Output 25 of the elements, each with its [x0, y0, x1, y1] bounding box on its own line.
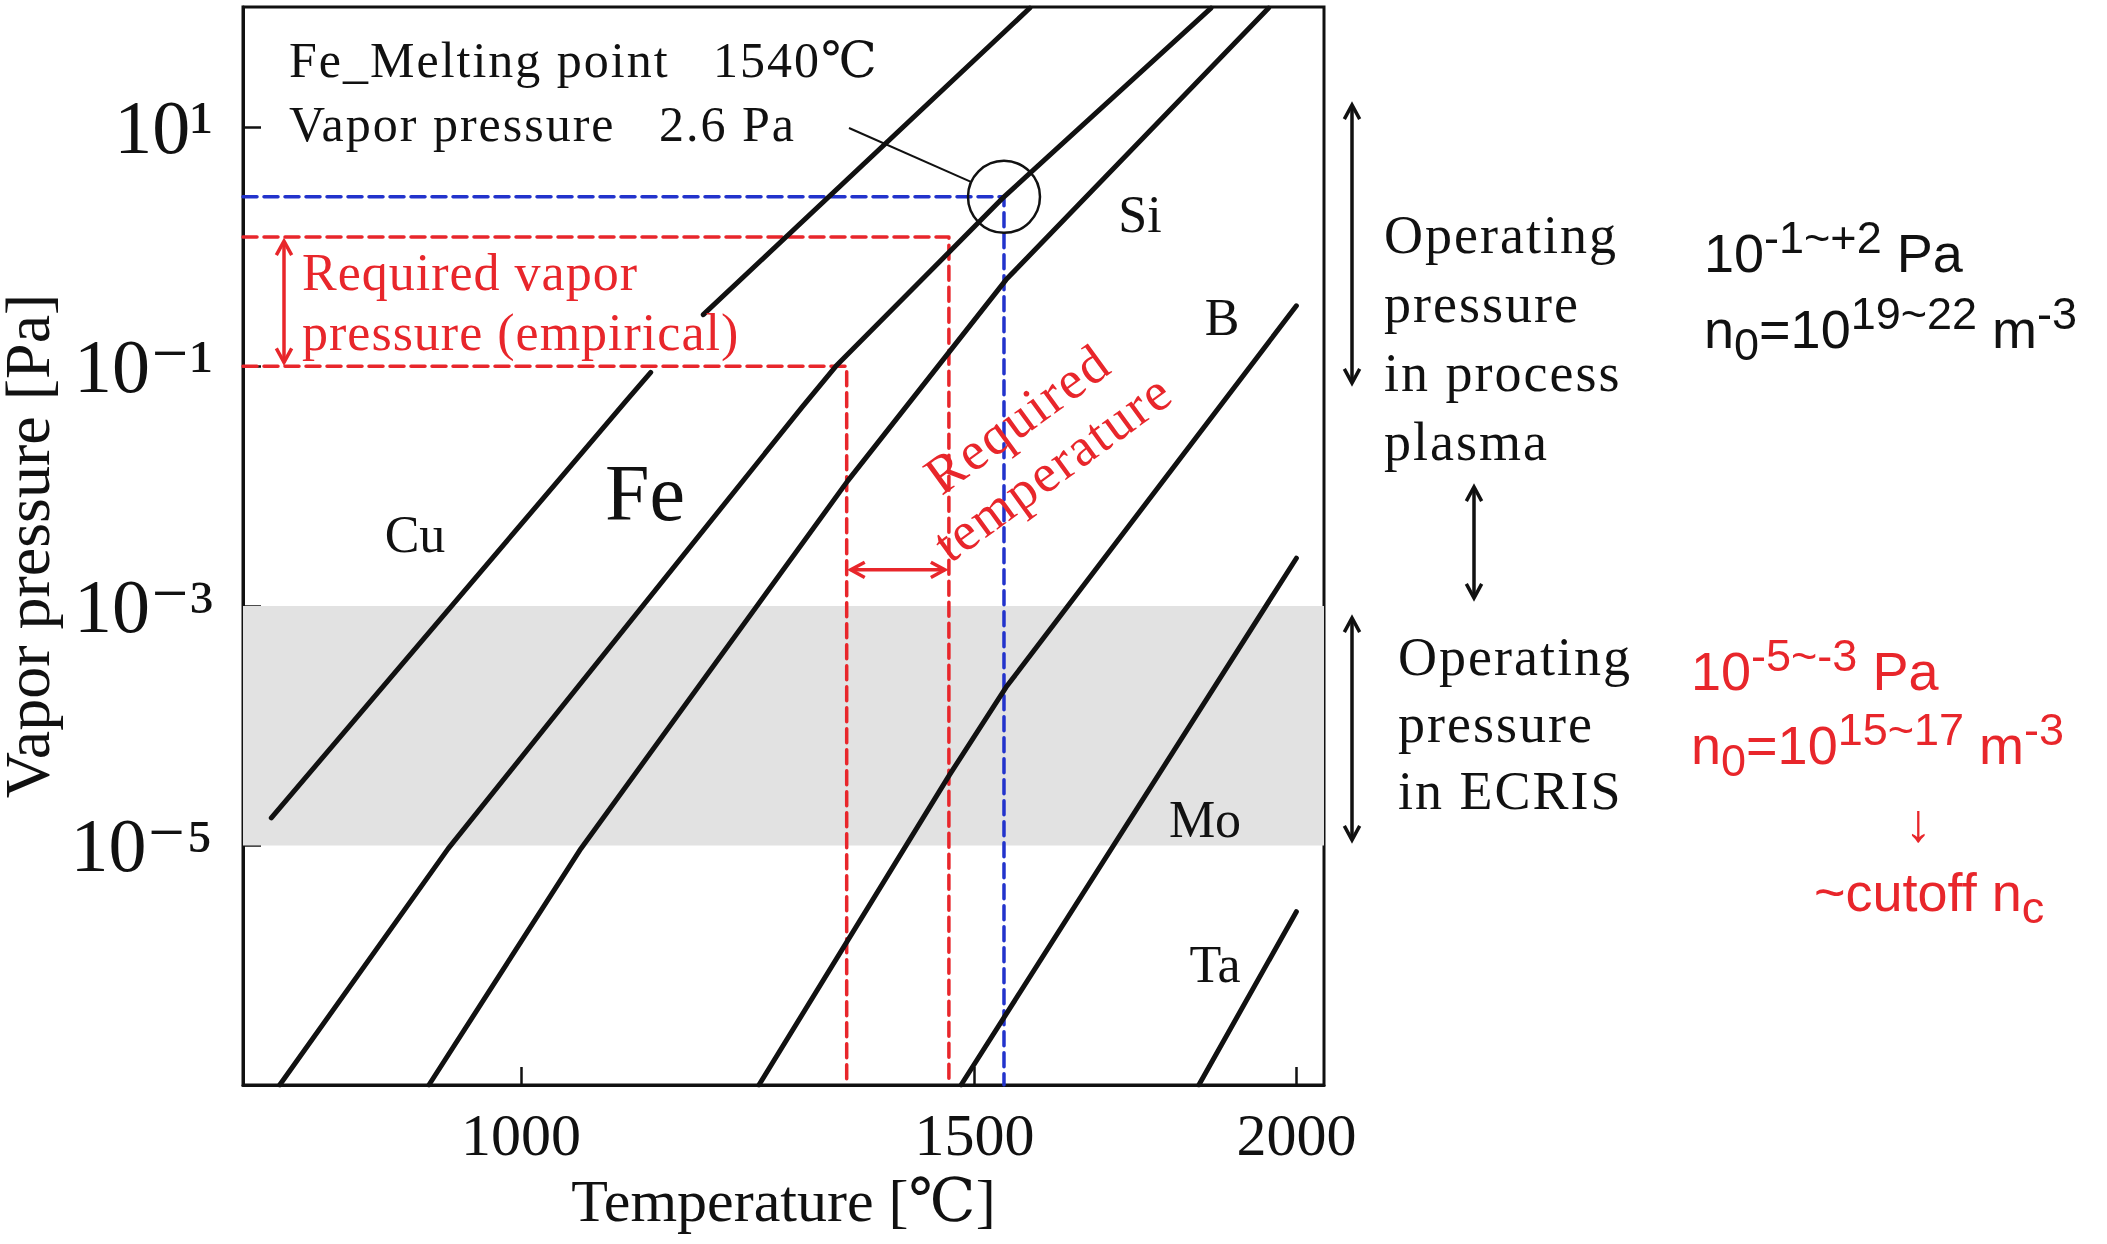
series-label: Fe [605, 449, 685, 537]
legend-label: Si [1118, 186, 1162, 243]
text: Operating pressure in process plasma [1384, 204, 1622, 474]
text: ↓ [1905, 792, 1932, 852]
y-tick-label: 10⁻⁵ [70, 803, 213, 888]
x-tick-label: 2000 [1236, 1102, 1357, 1168]
text: Operating pressure in ECRIS [1398, 626, 1632, 823]
y-tick-label: 10⁻³ [74, 563, 213, 648]
text: n$_{0}$=10$^{15~17}$ m$^{-3}$ [1691, 703, 2065, 788]
series-label: B [1204, 289, 1240, 346]
series-label: Mo [1168, 791, 1242, 848]
text: n$_{0}$=10$^{19~22}$ m$^{-3}$ [1704, 287, 2078, 372]
x-tick-label: 1000 [460, 1102, 581, 1168]
y-tick-label: 10¹ [114, 84, 213, 169]
text: ~cutoff n$_{c}$ [1814, 862, 2045, 935]
y-axis-title: Vapor pressure [Pa] [0, 293, 63, 799]
series-label: Cu [384, 506, 446, 563]
text: 10$^{-1~+2}$ Pa [1704, 211, 1963, 283]
x-axis-title: Temperature [℃] [571, 1168, 996, 1234]
series-label: Ta [1189, 936, 1241, 993]
y-tick-label: 10⁻¹ [74, 324, 213, 409]
annotation: Fe_Melting point 1540℃ Vapor pressure 2.6 Pa [289, 31, 880, 154]
annotation: Required vapor pressure (empirical) [302, 243, 740, 363]
text: 10$^{-5~-3}$ Pa [1691, 629, 1939, 701]
x-tick-label: 1500 [914, 1102, 1035, 1168]
